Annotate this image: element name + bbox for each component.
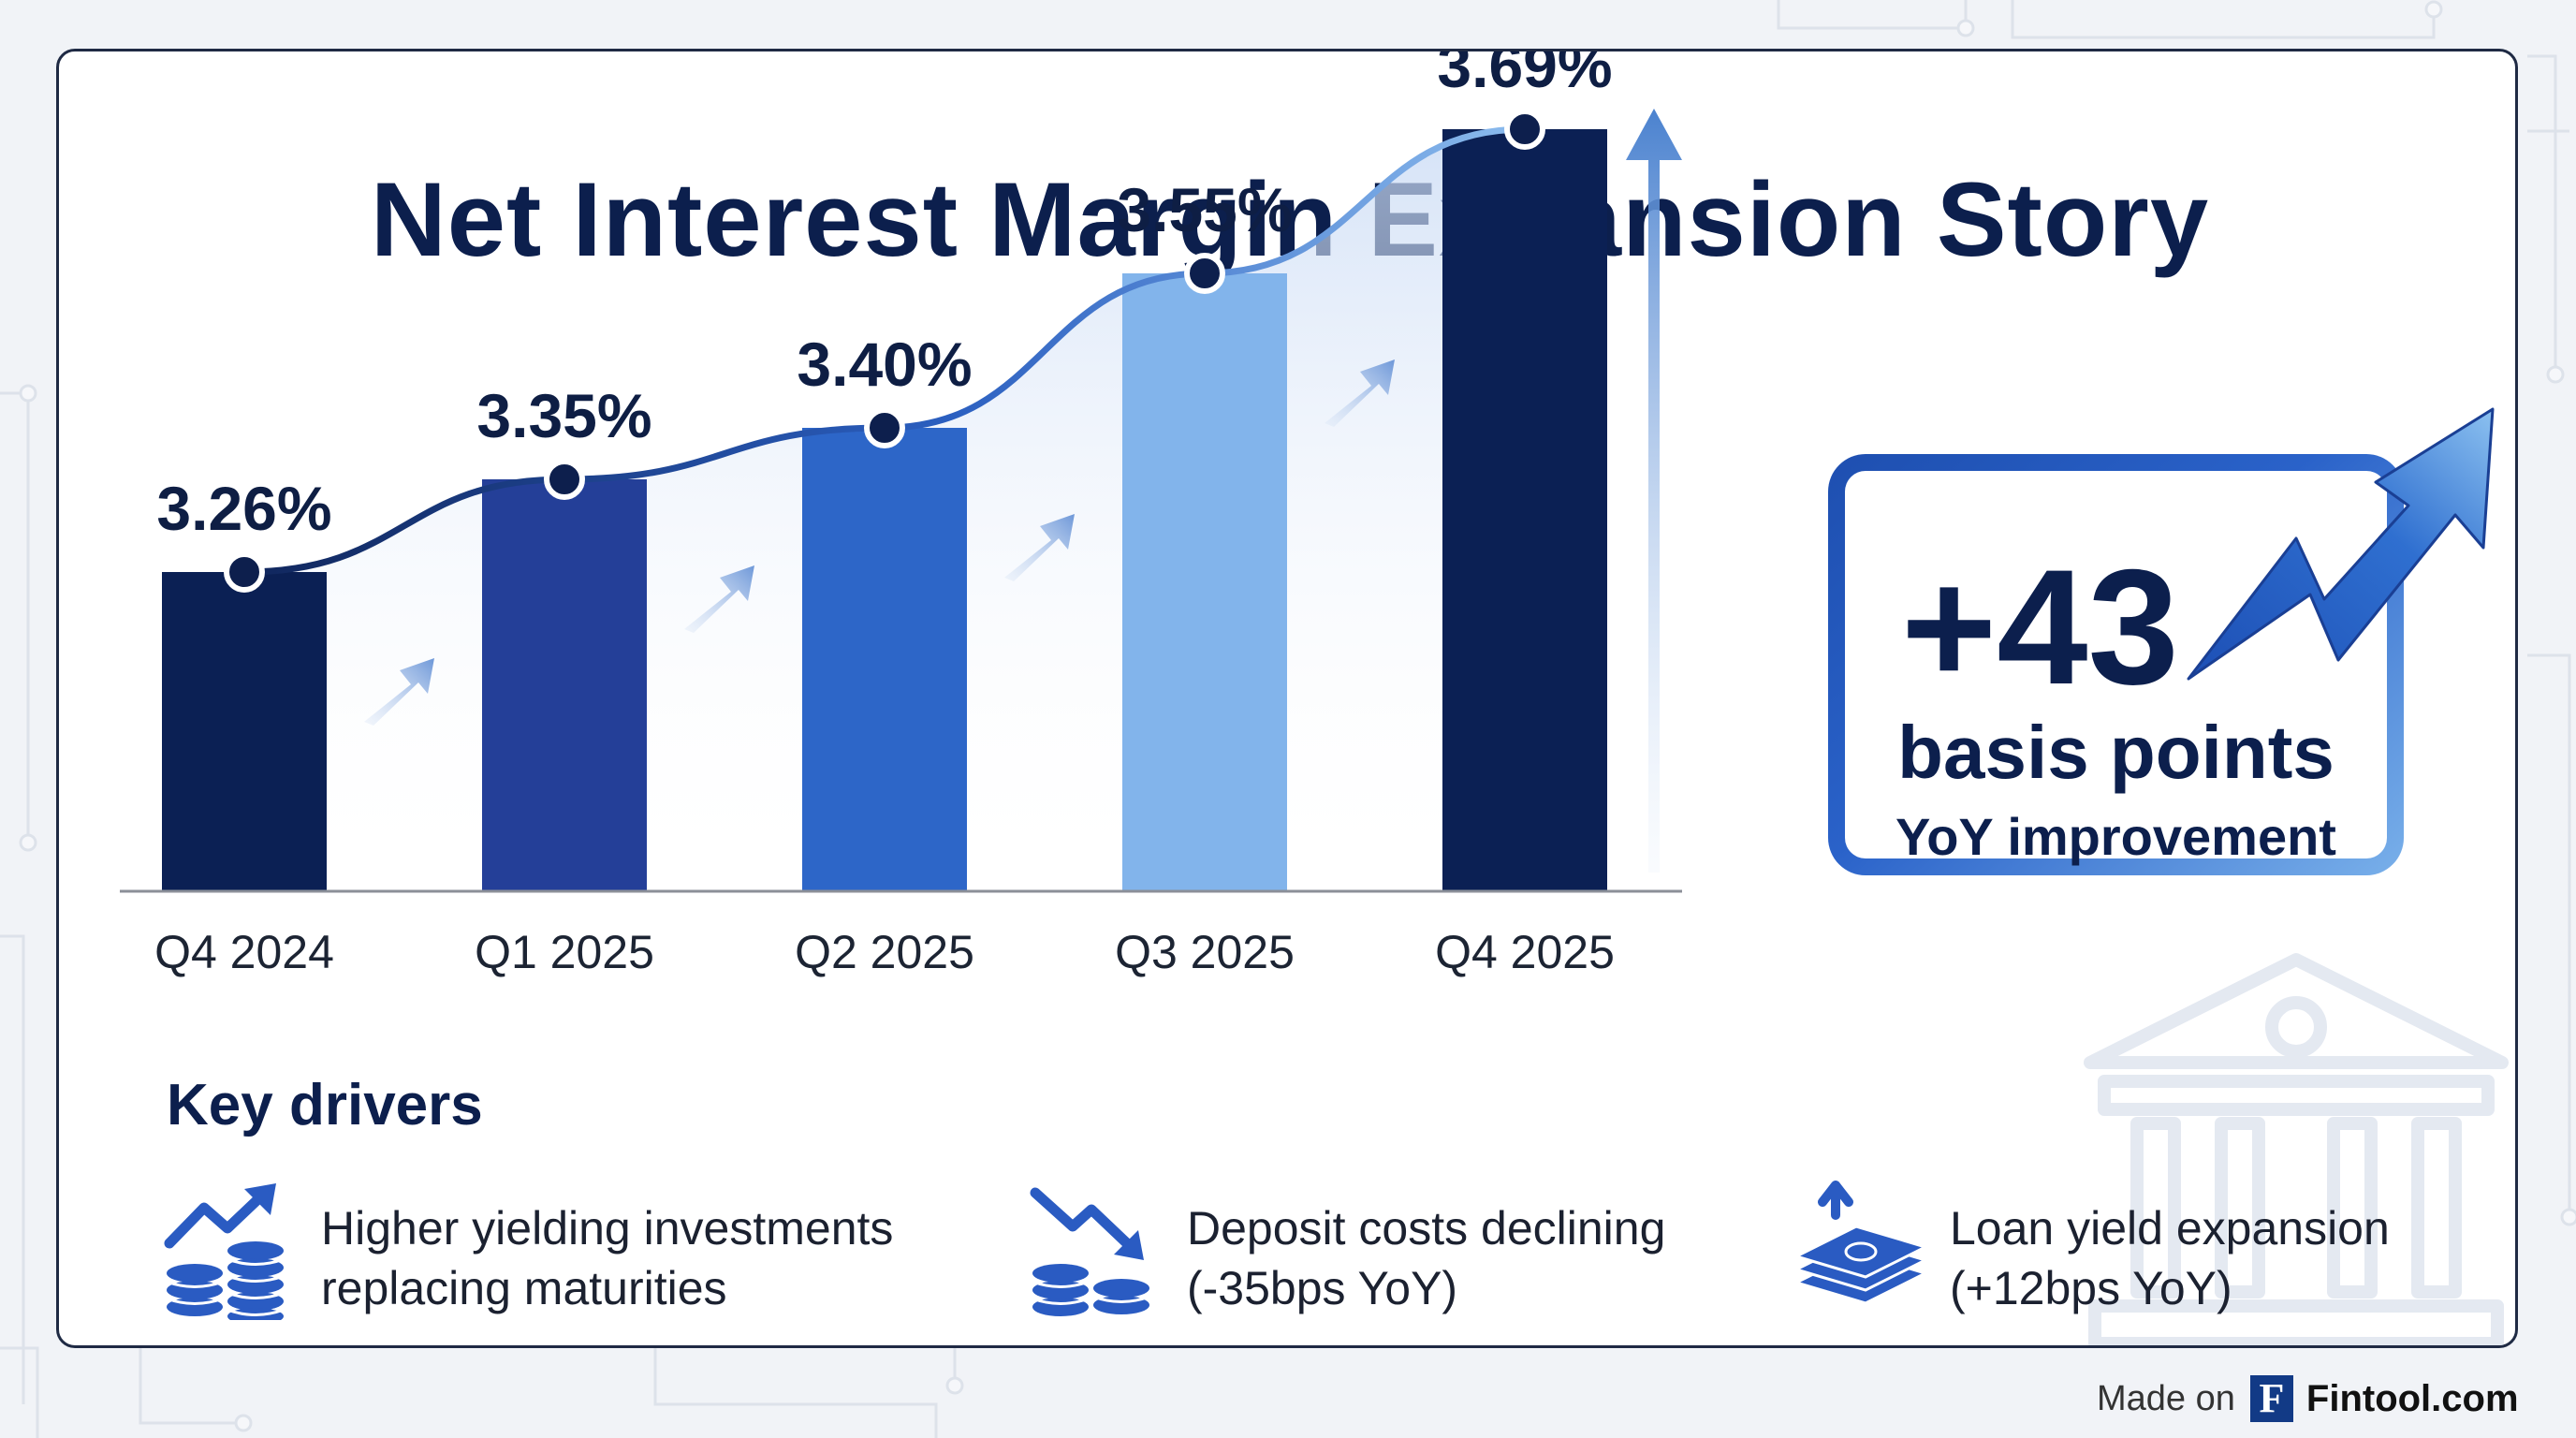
fintool-brand-link[interactable]: Fintool.com xyxy=(2305,1377,2519,1419)
data-point xyxy=(224,551,265,593)
chart-down-coins-icon xyxy=(1030,1187,1150,1316)
callout-subtitle: YoY improvement xyxy=(1895,807,2336,866)
small-up-arrow-icon xyxy=(1325,360,1395,427)
small-up-arrow-icon xyxy=(364,658,434,726)
small-up-arrow-icon xyxy=(684,565,754,633)
bar-q3-2025 xyxy=(1122,273,1287,891)
small-arrows xyxy=(364,360,1395,726)
driver-line1: Loan yield expansion xyxy=(1950,1202,2390,1255)
data-point xyxy=(544,459,585,500)
category-label: Q4 2024 xyxy=(154,926,334,978)
footer-branding: Made on F Fintool.com xyxy=(2097,1371,2519,1427)
data-points xyxy=(224,109,1545,593)
driver-text: Loan yield expansion (+12bps YoY) xyxy=(1950,1198,2390,1318)
bar-q4-2024 xyxy=(162,572,327,891)
cash-stack-up-icon xyxy=(1792,1181,1930,1305)
value-labels: 3.26% 3.35% 3.40% 3.55% 3.69% xyxy=(156,51,1612,543)
value-label: 3.26% xyxy=(156,474,331,543)
category-label: Q1 2025 xyxy=(475,926,654,978)
callout-number: +43 xyxy=(1901,536,2179,719)
category-label: Q4 2025 xyxy=(1435,926,1615,978)
fintool-logo: F xyxy=(2249,1375,2293,1422)
bps-callout: +43 basis points YoY improvement xyxy=(1828,454,2404,875)
data-point xyxy=(864,407,905,448)
key-drivers-heading: Key drivers xyxy=(167,1073,483,1137)
chart-card: Net Interest Margin Expansion Story xyxy=(56,49,2518,1348)
bar-q1-2025 xyxy=(482,479,647,891)
category-labels: Q4 2024 Q1 2025 Q2 2025 Q3 2025 Q4 2025 xyxy=(154,926,1615,978)
category-label: Q2 2025 xyxy=(795,926,974,978)
nim-bar-chart: 3.26% 3.35% 3.40% 3.55% 3.69% Q4 2024 Q1 2025… xyxy=(120,51,1682,978)
category-label: Q3 2025 xyxy=(1115,926,1295,978)
made-on-text: Made on xyxy=(2097,1378,2235,1418)
driver-line2: (-35bps YoY) xyxy=(1187,1262,1458,1314)
driver-line1: Higher yielding investments xyxy=(321,1202,894,1255)
trending-up-arrow-icon xyxy=(2187,407,2495,681)
bar-q2-2025 xyxy=(802,428,967,891)
value-label: 3.69% xyxy=(1437,51,1612,100)
driver-text: Deposit costs declining (-35bps YoY) xyxy=(1187,1198,1665,1318)
bank-building-icon xyxy=(2084,953,2509,1345)
small-up-arrow-icon xyxy=(1004,514,1075,581)
trend-line xyxy=(241,125,1529,576)
driver-line2: (+12bps YoY) xyxy=(1950,1262,2232,1314)
data-point xyxy=(1184,253,1225,294)
value-label: 3.55% xyxy=(1117,175,1292,244)
value-label: 3.40% xyxy=(797,330,972,399)
driver-line1: Deposit costs declining xyxy=(1187,1202,1666,1255)
bars xyxy=(162,129,1607,891)
bar-q4-2025 xyxy=(1442,129,1607,891)
driver-text: Higher yielding investments replacing ma… xyxy=(321,1198,893,1318)
data-point xyxy=(1504,109,1545,150)
chart-up-coins-icon xyxy=(164,1183,285,1320)
callout-unit: basis points xyxy=(1897,711,2334,794)
vertical-up-arrow-icon xyxy=(1626,109,1682,873)
vertical-up-arrow xyxy=(1626,109,1682,873)
value-label: 3.35% xyxy=(476,381,651,450)
driver-line2: replacing maturities xyxy=(321,1262,727,1314)
